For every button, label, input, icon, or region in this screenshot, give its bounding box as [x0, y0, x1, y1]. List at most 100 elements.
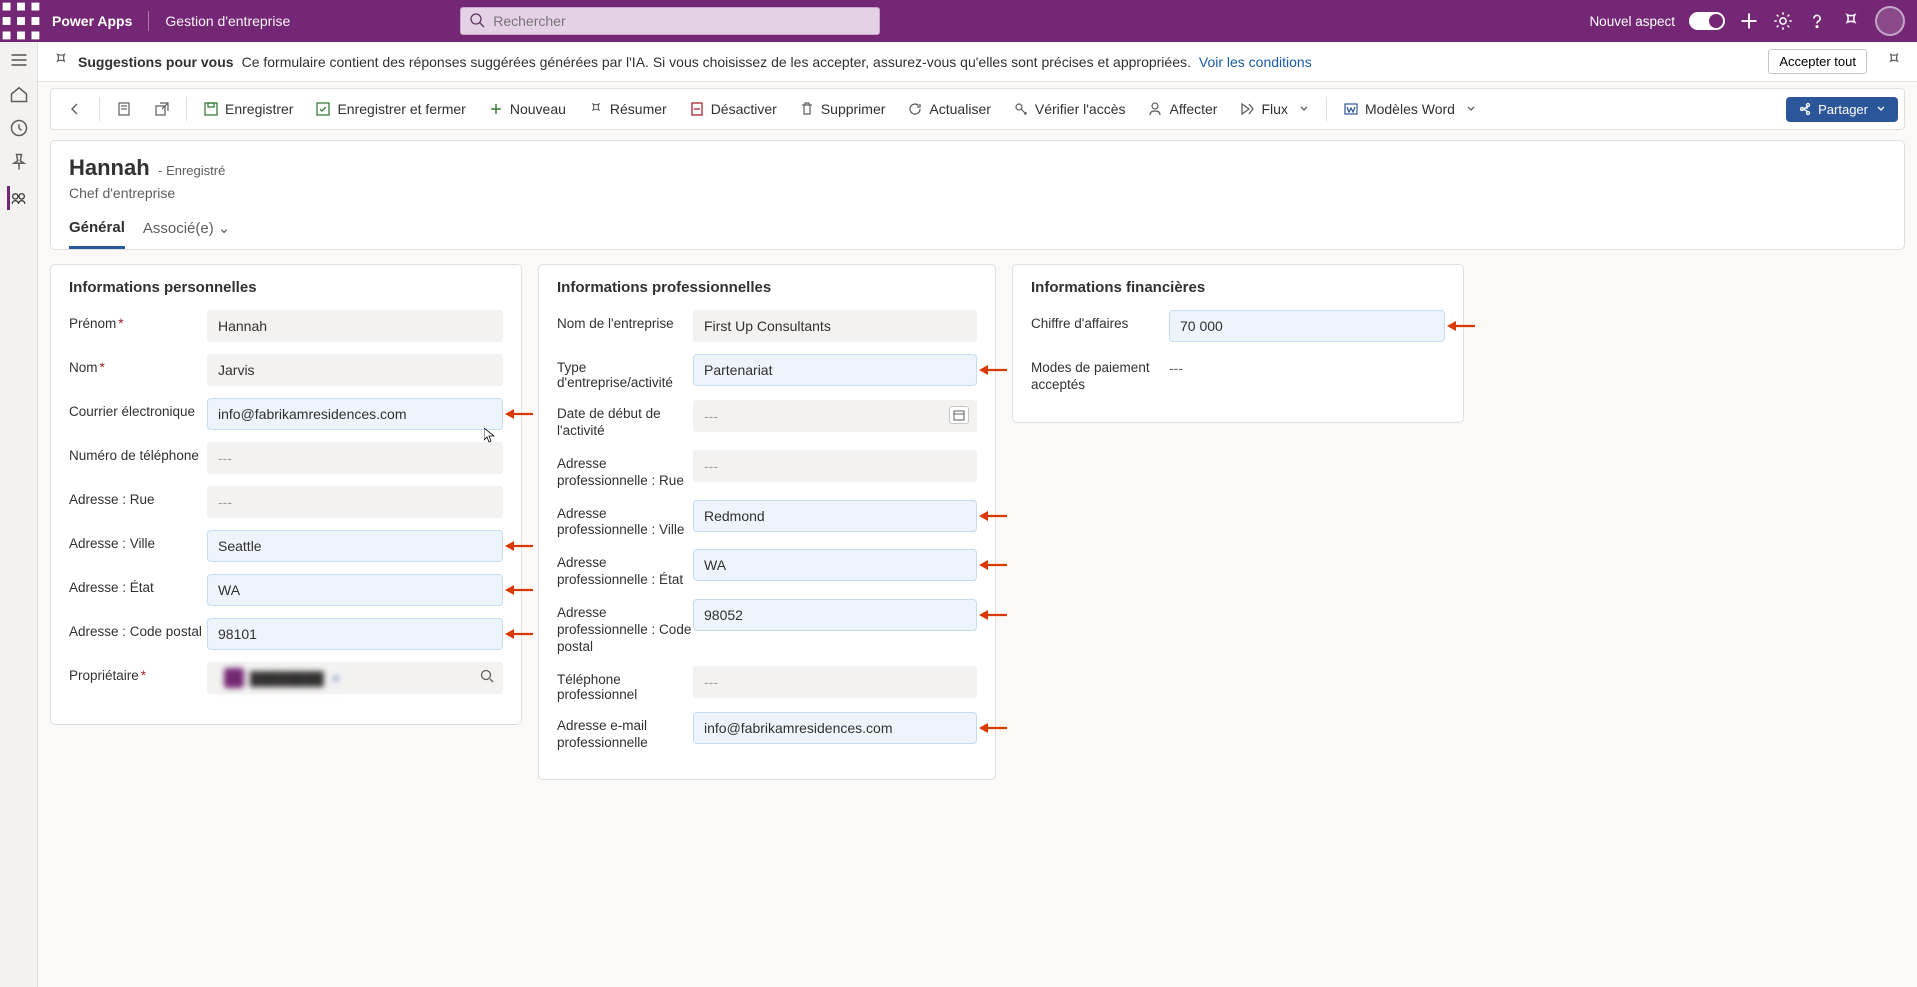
new-look-toggle[interactable] — [1689, 12, 1725, 30]
pinned-icon[interactable] — [9, 152, 29, 172]
mouse-cursor — [484, 428, 496, 444]
recent-icon[interactable] — [9, 118, 29, 138]
suggestions-title: Suggestions pour vous — [78, 54, 234, 70]
field-zip: Adresse : Code postal98101 — [69, 618, 503, 652]
label-owner: Propriétaire* — [69, 662, 207, 683]
deactivate-button[interactable]: Désactiver — [679, 97, 787, 121]
back-button[interactable] — [57, 97, 93, 121]
ai-suggestions-bar: Suggestions pour vous Ce formulaire cont… — [38, 42, 1917, 82]
entity-icon[interactable] — [7, 186, 27, 210]
hamburger-icon[interactable] — [9, 50, 29, 70]
input-street[interactable]: --- — [207, 486, 503, 518]
input-bzip[interactable]: 98052 — [693, 599, 977, 631]
input-nom[interactable]: Jarvis — [207, 354, 503, 386]
field-bphone: Téléphone professionnel--- — [557, 666, 977, 702]
label-bzip: Adresse professionnelle : Code postal — [557, 599, 693, 656]
assign-button[interactable]: Affecter — [1137, 97, 1227, 121]
section-professional: Informations professionnelles Nom de l'e… — [538, 264, 996, 780]
flow-button[interactable]: Flux — [1229, 97, 1319, 121]
label-start: Date de début de l'activité — [557, 400, 693, 440]
field-start: Date de début de l'activité--- — [557, 400, 977, 440]
field-city: Adresse : VilleSeattle — [69, 530, 503, 564]
home-icon[interactable] — [9, 84, 29, 104]
tab-general[interactable]: Général — [69, 219, 125, 249]
gear-icon[interactable] — [1773, 11, 1793, 31]
sparkle-icon — [52, 51, 70, 72]
topbar: Power Apps Gestion d'entreprise Nouvel a… — [0, 0, 1917, 42]
field-bstate: Adresse professionnelle : ÉtatWA — [557, 549, 977, 589]
command-bar: Enregistrer Enregistrer et fermer Nouvea… — [50, 88, 1905, 130]
label-state: Adresse : État — [69, 574, 207, 595]
field-street: Adresse : Rue--- — [69, 486, 503, 520]
search-input[interactable] — [493, 13, 871, 29]
input-btype[interactable]: Partenariat — [693, 354, 977, 386]
label-bcity: Adresse professionnelle : Ville — [557, 500, 693, 540]
field-payment: Modes de paiement acceptés--- — [1031, 354, 1445, 394]
input-company[interactable]: First Up Consultants — [693, 310, 977, 342]
label-bstreet: Adresse professionnelle : Rue — [557, 450, 693, 490]
suggestions-link[interactable]: Voir les conditions — [1199, 54, 1312, 70]
waffle-icon[interactable] — [0, 0, 42, 42]
ai-suggestion-arrow-icon — [505, 627, 533, 641]
input-phone[interactable]: --- — [207, 442, 503, 474]
input-zip[interactable]: 98101 — [207, 618, 503, 650]
input-revenue[interactable]: 70 000 — [1169, 310, 1445, 342]
value-payment[interactable]: --- — [1169, 354, 1445, 376]
input-prenom[interactable]: Hannah — [207, 310, 503, 342]
avatar[interactable] — [1875, 6, 1905, 36]
new-button[interactable]: Nouveau — [478, 97, 576, 121]
input-bemail[interactable]: info@fabrikamresidences.com — [693, 712, 977, 744]
label-bstate: Adresse professionnelle : État — [557, 549, 693, 589]
search-box[interactable] — [460, 7, 880, 35]
env-name[interactable]: Gestion d'entreprise — [155, 13, 300, 29]
delete-button[interactable]: Supprimer — [789, 97, 896, 121]
record-name: Hannah — [69, 155, 150, 180]
copilot-panel-icon[interactable] — [1885, 51, 1903, 72]
share-button[interactable]: Partager — [1786, 97, 1898, 122]
chevron-down-icon: ⌄ — [218, 220, 231, 237]
calendar-icon[interactable] — [949, 406, 969, 424]
label-email: Courrier électronique — [69, 398, 207, 419]
check-access-button[interactable]: Vérifier l'accès — [1003, 97, 1136, 121]
field-email: Courrier électroniqueinfo@fabrikamreside… — [69, 398, 503, 432]
section-financial-title: Informations financières — [1031, 279, 1445, 296]
save-close-button[interactable]: Enregistrer et fermer — [305, 97, 475, 121]
input-bphone[interactable]: --- — [693, 666, 977, 698]
summarize-button[interactable]: Résumer — [578, 97, 677, 121]
section-financial: Informations financières Chiffre d'affai… — [1012, 264, 1464, 423]
tab-related[interactable]: Associé(e)⌄ — [143, 219, 230, 249]
help-icon[interactable] — [1807, 11, 1827, 31]
ai-suggestion-arrow-icon — [505, 539, 533, 553]
open-new-window-icon[interactable] — [144, 97, 180, 121]
ai-suggestion-arrow-icon — [979, 363, 1007, 377]
input-city[interactable]: Seattle — [207, 530, 503, 562]
app-name[interactable]: Power Apps — [42, 13, 142, 29]
copilot-icon[interactable] — [1841, 11, 1861, 31]
save-button[interactable]: Enregistrer — [193, 97, 303, 121]
field-btype: Type d'entreprise/activitéPartenariat — [557, 354, 977, 390]
left-rail — [0, 42, 38, 987]
label-nom: Nom* — [69, 354, 207, 375]
form-selector-icon[interactable] — [106, 97, 142, 121]
input-state[interactable]: WA — [207, 574, 503, 606]
input-bcity[interactable]: Redmond — [693, 500, 977, 532]
input-email[interactable]: info@fabrikamresidences.com — [207, 398, 503, 430]
ai-suggestion-arrow-icon — [1447, 319, 1475, 333]
label-prenom: Prénom* — [69, 310, 207, 331]
remove-chip-icon[interactable]: × — [332, 670, 340, 686]
lookup-search-icon[interactable] — [479, 668, 495, 689]
suggestions-text: Ce formulaire contient des réponses sugg… — [242, 54, 1191, 70]
word-templates-button[interactable]: Modèles Word — [1333, 97, 1487, 121]
owner-chip[interactable]: ████████× — [218, 663, 346, 693]
accept-all-button[interactable]: Accepter tout — [1768, 49, 1867, 74]
section-personal-title: Informations personnelles — [69, 279, 503, 296]
record-saved: - Enregistré — [158, 163, 225, 178]
field-bcity: Adresse professionnelle : VilleRedmond — [557, 500, 977, 540]
input-bstreet[interactable]: --- — [693, 450, 977, 482]
input-start[interactable]: --- — [693, 400, 977, 432]
search-icon — [469, 12, 485, 31]
input-bstate[interactable]: WA — [693, 549, 977, 581]
label-city: Adresse : Ville — [69, 530, 207, 551]
add-icon[interactable] — [1739, 11, 1759, 31]
refresh-button[interactable]: Actualiser — [897, 97, 1000, 121]
